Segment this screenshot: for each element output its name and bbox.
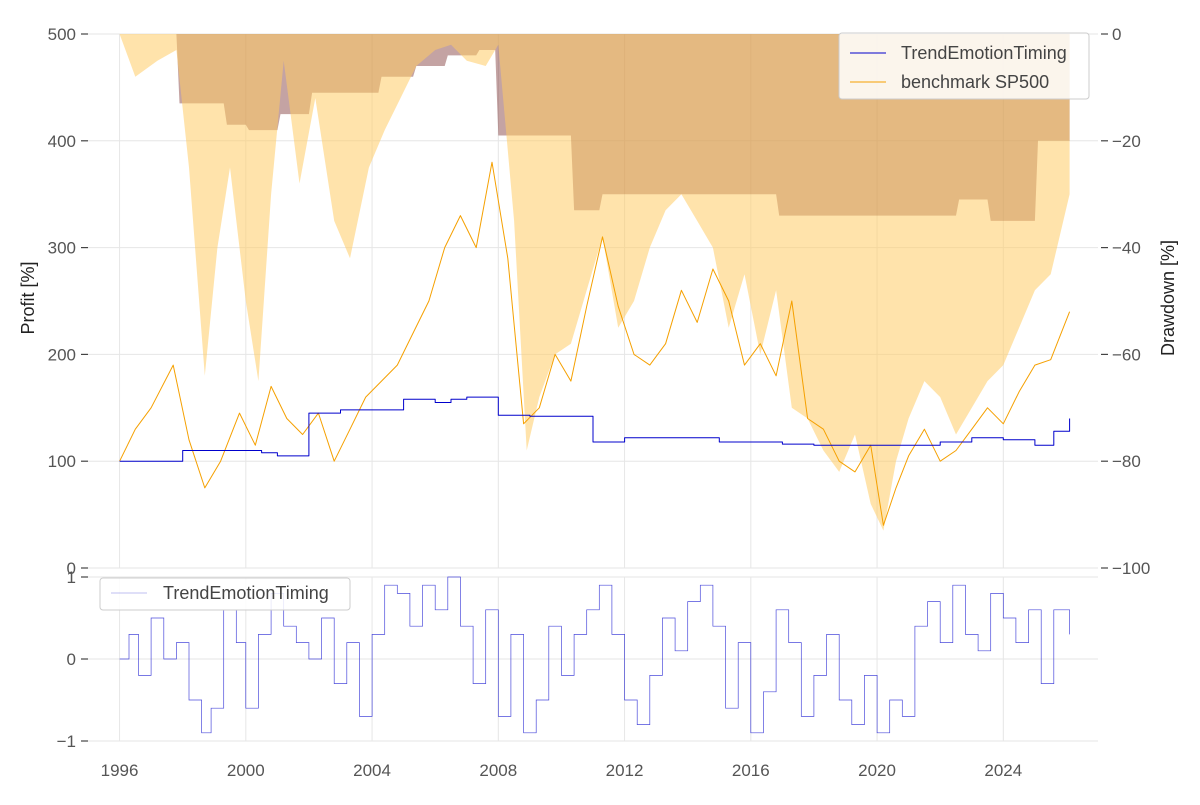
date-tick-label-6: 2020 (858, 761, 896, 780)
signal-tick-label-2: 1 (67, 568, 76, 587)
date-tick-label-5: 2016 (732, 761, 770, 780)
signal-layer (119, 576, 1070, 734)
profit-axis-title: Profit [%] (18, 261, 38, 334)
signal-panel: −1 0 1 1996 2000 2004 2008 2012 2016 2020 2024 Tr… (57, 568, 1098, 780)
profit-layer (119, 161, 1071, 526)
drawdown-axis-title: Drawdown [%] (1158, 240, 1178, 356)
date-tick-label-4: 2012 (606, 761, 644, 780)
profit-tick-label-3: 300 (48, 239, 76, 258)
profit-tick-label-4: 400 (48, 132, 76, 151)
profit-tick-label-0: 0 (67, 559, 76, 578)
profit-line-strategy (119, 396, 1071, 462)
signal-tick-label-1: 0 (67, 650, 76, 669)
date-tick-label-1: 2000 (227, 761, 265, 780)
date-tick-label-0: 1996 (101, 761, 139, 780)
profit-tick-label-2: 200 (48, 345, 76, 364)
profit-drawdown-panel: 0 100 200 300 400 500 0 −20 −40 −60 −80 −100 Profi… (18, 25, 1178, 578)
drawdown-tick-label-4: −80 (1112, 452, 1141, 471)
drawdown-tick-label-2: −40 (1112, 239, 1141, 258)
drawdown-axis: 0 −20 −40 −60 −80 −100 (1101, 25, 1150, 578)
legend-label-strategy: TrendEmotionTiming (901, 43, 1067, 63)
date-axis: 1996 2000 2004 2008 2012 2016 2020 2024 (101, 761, 1023, 780)
drawdown-layer (119, 34, 1070, 531)
date-tick-label-2: 2004 (353, 761, 391, 780)
signal-legend-box (99, 577, 351, 611)
date-tick-label-3: 2008 (479, 761, 517, 780)
drawdown-area-benchmark (119, 34, 1070, 531)
date-tick-label-7: 2024 (984, 761, 1022, 780)
signal-tick-label-0: −1 (57, 732, 76, 751)
signal-legend-label: TrendEmotionTiming (163, 583, 329, 603)
drawdown-tick-label-3: −60 (1112, 345, 1141, 364)
drawdown-tick-label-5: −100 (1112, 559, 1150, 578)
profit-line-benchmark (119, 161, 1071, 526)
profit-axis: 0 100 200 300 400 500 (48, 25, 88, 578)
signal-line-strategy (119, 576, 1070, 734)
drawdown-tick-label-0: 0 (1112, 25, 1121, 44)
drawdown-tick-label-1: −20 (1112, 132, 1141, 151)
signal-axis: −1 0 1 (57, 568, 88, 751)
profit-tick-label-5: 500 (48, 25, 76, 44)
main-legend-box (838, 32, 1090, 100)
signal-legend: TrendEmotionTiming (99, 577, 351, 611)
profit-tick-label-1: 100 (48, 452, 76, 471)
main-legend: TrendEmotionTiming benchmark SP500 (838, 32, 1090, 100)
legend-label-benchmark: benchmark SP500 (901, 72, 1049, 92)
